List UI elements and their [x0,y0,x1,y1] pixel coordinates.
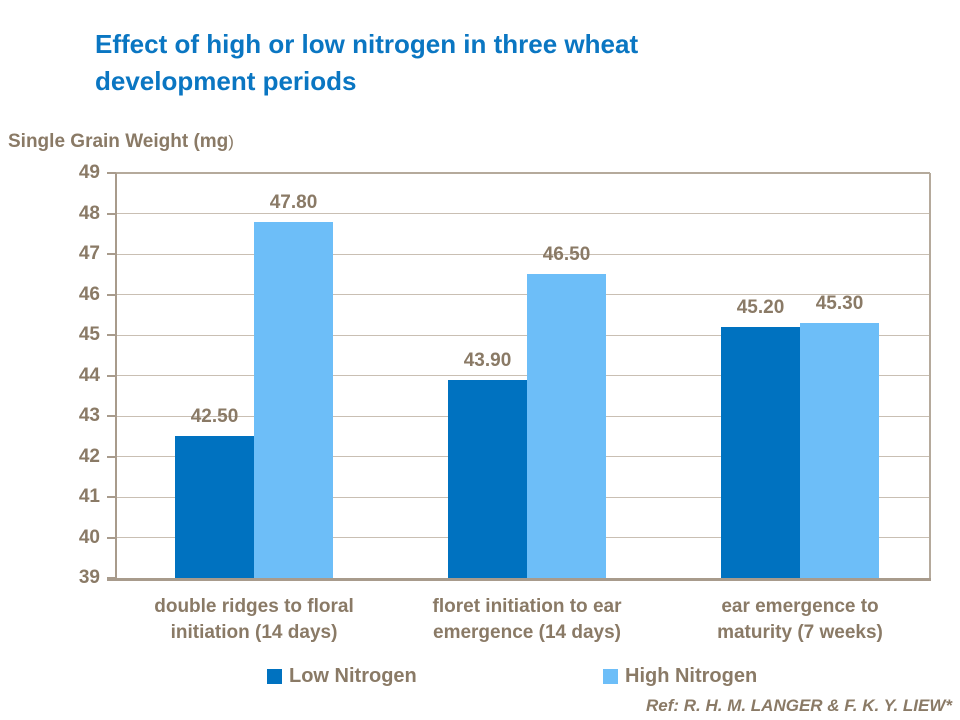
bar-value-label: 45.30 [815,292,864,314]
chart-title-line2: development periods [95,66,357,96]
y-axis-tick [107,293,116,296]
legend-label: High Nitrogen [625,664,758,687]
y-axis-tick [107,172,116,174]
y-axis-tick [107,415,116,417]
bar-value-label: 45.20 [736,296,785,318]
bar-high-nitrogen [254,221,333,578]
y-axis-tick [107,536,116,539]
y-axis-title-paren: ) [228,132,234,151]
bar-high-nitrogen [527,274,606,578]
y-axis-tick [107,253,116,255]
y-tick-label: 39 [78,567,100,588]
bar-low-nitrogen [175,436,254,578]
y-axis-tick [107,496,116,498]
y-axis-tick [107,455,116,458]
reference-note: Ref: R. H. M. LANGER & F. K. Y. LIEW* [645,696,952,715]
y-tick-label: 49 [78,162,100,183]
y-axis-line [115,173,117,578]
bar-low-nitrogen [448,379,527,578]
x-category-label: ear emergence to maturity (7 weeks) [650,594,950,646]
gridline [116,375,930,376]
y-tick-label: 48 [78,202,100,224]
bar-high-nitrogen [800,322,879,578]
chart-title: Effect of high or low nitrogen in three … [95,26,815,100]
legend-swatch [267,668,282,684]
x-category-label-line: initiation (14 days) [170,622,338,643]
y-axis-tick [107,212,116,215]
legend-label: Low Nitrogen [289,664,417,687]
x-category-label-line: emergence (14 days) [433,622,621,643]
bar-value-label: 47.80 [269,191,318,213]
bar-value-label: 46.50 [542,244,591,266]
x-category-label-line: floret initiation to ear [432,596,622,617]
y-tick-label: 45 [78,324,100,345]
y-axis-tick [107,374,116,377]
bar-value-label: 43.90 [463,349,512,371]
y-axis-title: Single Grain Weight (mg) [8,131,234,153]
legend-item: High Nitrogen [603,664,757,688]
y-tick-label: 43 [78,405,100,426]
y-axis-title-text: Single Grain Weight (mg [8,131,229,152]
chart-title-line1: Effect of high or low nitrogen in three … [95,29,639,59]
gridline [116,294,930,295]
y-axis-tick [107,334,116,336]
bar-value-label: 42.50 [190,406,239,428]
y-tick-label: 42 [78,445,100,467]
gridline [116,334,930,336]
x-category-label: double ridges to floral initiation (14 da… [104,594,404,646]
legend-swatch [603,668,618,684]
x-category-label: floret initiation to ear emergence (14 da… [377,594,677,646]
legend-item: Low Nitrogen [267,664,417,688]
x-axis-line [107,578,931,581]
y-tick-label: 41 [78,486,100,507]
plot-border-right [929,173,931,578]
y-tick-label: 47 [78,243,100,264]
y-tick-label: 44 [78,364,100,386]
x-category-label-line: maturity (7 weeks) [717,622,883,643]
x-category-label-line: ear emergence to [721,596,879,617]
bar-low-nitrogen [721,326,800,578]
plot-border-top [116,172,930,174]
gridline [116,213,930,214]
x-category-label-line: double ridges to floral [154,596,354,617]
y-tick-label: 40 [78,526,100,548]
y-tick-label: 46 [78,283,100,305]
gridline [116,253,930,255]
